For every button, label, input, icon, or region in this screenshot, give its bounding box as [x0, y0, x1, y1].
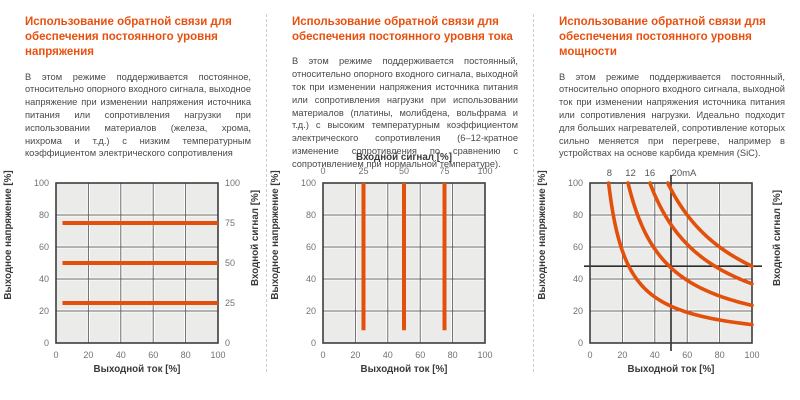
svg-text:80: 80: [39, 210, 49, 220]
svg-text:Выходное напряжение [%]: Выходное напряжение [%]: [3, 170, 14, 299]
panel-body-power: В этом режиме поддерживается постоянный,…: [559, 71, 785, 159]
svg-text:0: 0: [578, 338, 583, 348]
svg-text:0: 0: [587, 350, 592, 360]
svg-text:50: 50: [225, 258, 235, 268]
constant-power-chart: 8 12 16 20mA 0 20 40 60 80 100 0 20 40 60 80 100 Выходно…: [537, 168, 783, 375]
panel-body-voltage: В этом режиме поддерживается постоянное,…: [25, 71, 251, 159]
svg-text:0: 0: [311, 338, 316, 348]
panel-constant-current: Использование обратной связи для обеспеч…: [267, 0, 534, 400]
plot-border: [589, 182, 753, 344]
svg-text:60: 60: [39, 242, 49, 252]
svg-text:80: 80: [448, 350, 458, 360]
svg-text:60: 60: [306, 242, 316, 252]
svg-text:20: 20: [39, 306, 49, 316]
svg-text:Выходной ток [%]: Выходной ток [%]: [94, 364, 181, 375]
series-curve: [606, 181, 754, 327]
svg-text:100: 100: [744, 350, 759, 360]
svg-text:Выходное напряжение [%]: Выходное напряжение [%]: [270, 170, 281, 299]
svg-text:100: 100: [301, 178, 316, 188]
svg-text:40: 40: [39, 274, 49, 284]
svg-text:60: 60: [415, 350, 425, 360]
svg-text:0: 0: [53, 350, 58, 360]
svg-text:20mA: 20mA: [672, 168, 697, 179]
svg-text:0: 0: [44, 338, 49, 348]
axis-tick-labels: 0 20 40 60 80 100 0 20 40 60 80 100: [568, 178, 760, 360]
svg-text:50: 50: [399, 166, 409, 176]
svg-text:80: 80: [181, 350, 191, 360]
svg-text:40: 40: [650, 350, 660, 360]
svg-text:Входной сигнал [%]: Входной сигнал [%]: [356, 152, 452, 163]
svg-text:20: 20: [617, 350, 627, 360]
svg-text:75: 75: [225, 218, 235, 228]
series-curve: [665, 181, 754, 268]
svg-text:60: 60: [682, 350, 692, 360]
svg-text:20: 20: [573, 306, 583, 316]
axis-tick-labels: 0 20 40 60 80 100 0 20 40 60 80 100 0 25 50 75 100: [301, 166, 493, 360]
panel-constant-voltage: Использование обратной связи для обеспеч…: [0, 0, 267, 400]
svg-text:0: 0: [320, 350, 325, 360]
panel-title-current: Использование обратной связи для обеспеч…: [292, 16, 513, 44]
svg-text:Выходной ток [%]: Выходной ток [%]: [628, 364, 715, 375]
svg-text:100: 100: [34, 178, 49, 188]
svg-text:Входной сигнал [%]: Входной сигнал [%]: [772, 190, 783, 286]
svg-text:12: 12: [625, 168, 636, 179]
svg-text:Выходное напряжение [%]: Выходное напряжение [%]: [537, 170, 548, 299]
svg-text:40: 40: [573, 274, 583, 284]
svg-text:100: 100: [210, 350, 225, 360]
svg-text:25: 25: [225, 298, 235, 308]
svg-text:8: 8: [607, 168, 612, 179]
panel-constant-power: Использование обратной связи для обеспеч…: [534, 0, 800, 400]
panel-body-current: В этом режиме поддерживается постоянный,…: [292, 56, 518, 169]
svg-text:Выходной ток [%]: Выходной ток [%]: [361, 364, 448, 375]
svg-text:0: 0: [320, 166, 325, 176]
panel-title-voltage: Использование обратной связи для обеспеч…: [25, 16, 232, 59]
svg-text:0: 0: [225, 338, 230, 348]
svg-text:20: 20: [306, 306, 316, 316]
svg-text:16: 16: [645, 168, 656, 179]
series-curve: [626, 181, 754, 308]
svg-text:100: 100: [225, 178, 240, 188]
series: [361, 183, 447, 331]
svg-text:80: 80: [573, 210, 583, 220]
svg-text:Входной сигнал [%]: Входной сигнал [%]: [250, 190, 261, 286]
panel-divider: [533, 14, 534, 372]
constant-current-chart: 0 20 40 60 80 100 0 20 40 60 80 100 0 25 50 75 100 Входно…: [270, 152, 493, 375]
series: [606, 181, 754, 327]
crosshair: [584, 175, 762, 351]
svg-text:25: 25: [358, 166, 368, 176]
panel-divider: [266, 14, 267, 372]
svg-text:100: 100: [568, 178, 583, 188]
series-curve: [648, 181, 754, 286]
svg-text:75: 75: [439, 166, 449, 176]
svg-text:60: 60: [148, 350, 158, 360]
svg-text:100: 100: [477, 350, 492, 360]
svg-text:80: 80: [306, 210, 316, 220]
svg-text:40: 40: [383, 350, 393, 360]
svg-text:40: 40: [306, 274, 316, 284]
svg-text:20: 20: [83, 350, 93, 360]
svg-text:40: 40: [116, 350, 126, 360]
panel-title-power: Использование обратной связи для обеспеч…: [559, 16, 766, 59]
svg-text:60: 60: [573, 242, 583, 252]
svg-text:20: 20: [350, 350, 360, 360]
series: [62, 221, 218, 305]
svg-text:80: 80: [715, 350, 725, 360]
svg-text:100: 100: [477, 166, 492, 176]
